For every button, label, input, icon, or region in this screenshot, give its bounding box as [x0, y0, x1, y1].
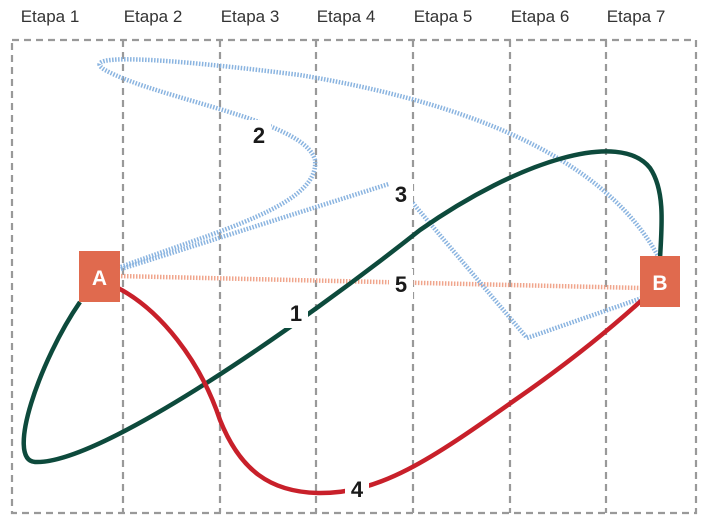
- route-4-path: [116, 286, 644, 496]
- stage-label-4: Etapa 4: [317, 7, 376, 26]
- route-5-path: [117, 273, 643, 291]
- route-label-1-halo: [284, 298, 308, 328]
- route-label-5-halo: [389, 269, 413, 299]
- route-label-5: 5: [395, 272, 407, 297]
- route-3-path: [117, 179, 643, 341]
- node-a: A: [79, 251, 120, 302]
- node-a-label: A: [92, 267, 107, 290]
- node-b: B: [640, 256, 680, 307]
- route-label-4: 4: [351, 477, 364, 502]
- route-2-path: [97, 57, 660, 271]
- route-label-3-halo: [389, 179, 413, 209]
- stage-label-1: Etapa 1: [21, 7, 80, 26]
- stage-label-6: Etapa 6: [511, 7, 570, 26]
- stage-grid: [10, 38, 698, 515]
- node-b-label: B: [652, 272, 667, 295]
- route-labels: 1 2 3 4 5: [247, 120, 413, 504]
- route-1-path: [21, 149, 664, 465]
- stage-label-5: Etapa 5: [414, 7, 473, 26]
- node-a-box: [79, 251, 120, 302]
- stage-label-2: Etapa 2: [124, 7, 183, 26]
- route-label-4-halo: [345, 474, 369, 504]
- stage-headers: Etapa 1 Etapa 2 Etapa 3 Etapa 4 Etapa 5 …: [21, 7, 666, 26]
- route-label-3: 3: [395, 182, 407, 207]
- node-b-box: [640, 256, 680, 307]
- route-label-2-halo: [247, 120, 271, 150]
- route-label-2: 2: [253, 123, 265, 148]
- route-label-1: 1: [290, 301, 302, 326]
- stage-label-7: Etapa 7: [607, 7, 666, 26]
- grid-border: [10, 38, 698, 515]
- stage-label-3: Etapa 3: [221, 7, 280, 26]
